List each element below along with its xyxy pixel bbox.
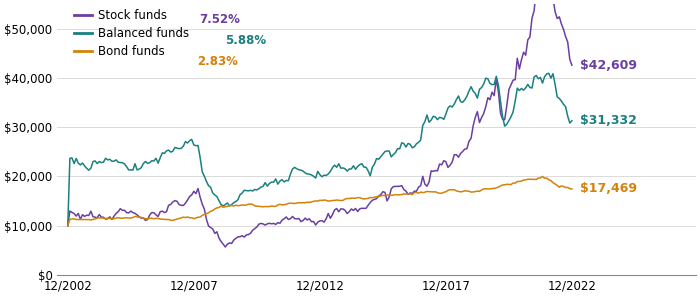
Text: 5.88%: 5.88% — [225, 34, 267, 47]
Text: $42,609: $42,609 — [580, 59, 637, 72]
Legend: Stock funds, Balanced funds, Bond funds: Stock funds, Balanced funds, Bond funds — [69, 5, 194, 63]
Text: $17,469: $17,469 — [580, 182, 637, 195]
Text: 7.52%: 7.52% — [199, 12, 240, 26]
Text: $31,332: $31,332 — [580, 114, 637, 127]
Text: 2.83%: 2.83% — [197, 55, 237, 67]
